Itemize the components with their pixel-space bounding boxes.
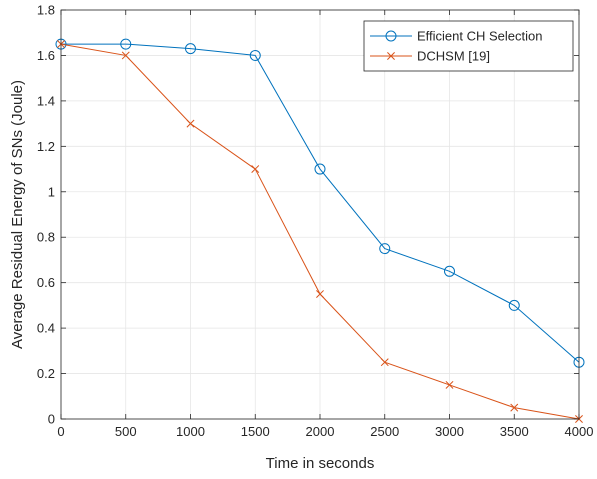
y-tick-label: 1.8 bbox=[37, 3, 55, 18]
data-point bbox=[508, 299, 520, 311]
series-1 bbox=[55, 38, 585, 368]
y-tick-label: 1.6 bbox=[37, 48, 55, 63]
x-marker-stroke bbox=[445, 380, 454, 389]
y-tick-labels: 0 0.2 0.4 0.6 0.8 1 1.2 1.4 1.6 1.8 bbox=[37, 3, 55, 427]
data-point bbox=[120, 38, 132, 50]
legend-label: Efficient CH Selection bbox=[417, 29, 543, 44]
x-marker-stroke bbox=[121, 51, 130, 60]
data-point bbox=[249, 49, 261, 61]
y-tick-label: 0.8 bbox=[37, 230, 55, 245]
series-line bbox=[61, 43, 580, 363]
data-point bbox=[445, 380, 454, 389]
x-marker-stroke bbox=[510, 403, 519, 412]
data-point bbox=[186, 119, 195, 128]
legend-label: DCHSM [19] bbox=[417, 49, 490, 64]
x-tick-label: 3000 bbox=[435, 424, 464, 439]
x-marker-stroke bbox=[316, 290, 324, 298]
legend: Efficient CH Selection DCHSM [19] bbox=[363, 20, 574, 72]
data-point bbox=[380, 358, 389, 367]
x-tick-label: 0 bbox=[57, 424, 64, 439]
x-tick-label: 3500 bbox=[500, 424, 529, 439]
x-tick-label: 4000 bbox=[565, 424, 594, 439]
y-tick-label: 0.4 bbox=[37, 321, 55, 336]
series-2 bbox=[57, 40, 583, 423]
data-point bbox=[444, 265, 455, 277]
x-marker-stroke bbox=[380, 358, 389, 367]
data-point bbox=[316, 290, 324, 298]
y-tick-label: 0.2 bbox=[37, 366, 55, 381]
data-point bbox=[510, 403, 519, 412]
y-tick-label: 1.2 bbox=[37, 139, 55, 154]
x-tick-labels: 0 500 1000 1500 2000 2500 3000 3500 4000 bbox=[57, 424, 593, 439]
y-axis-label: Average Residual Energy of SNs (Joule) bbox=[9, 80, 26, 349]
x-tick-label: 2000 bbox=[306, 424, 335, 439]
x-tick-label: 500 bbox=[115, 424, 137, 439]
legend-entry: DCHSM [19] bbox=[370, 49, 490, 64]
y-tick-label: 0.6 bbox=[37, 275, 55, 290]
data-point bbox=[314, 163, 326, 175]
x-marker-stroke bbox=[387, 52, 395, 60]
x-tick-label: 1000 bbox=[176, 424, 205, 439]
data-point bbox=[185, 43, 196, 55]
x-tick-label: 1500 bbox=[241, 424, 270, 439]
data-point bbox=[251, 165, 260, 174]
x-axis-label: Time in seconds bbox=[266, 455, 375, 472]
y-tick-label: 1.4 bbox=[37, 93, 55, 108]
legend-marker bbox=[385, 30, 397, 42]
legend-entry: Efficient CH Selection bbox=[370, 29, 543, 44]
x-tick-label: 2500 bbox=[370, 424, 399, 439]
legend-marker bbox=[387, 52, 395, 60]
axis-ticks bbox=[60, 9, 580, 420]
legend-box bbox=[363, 20, 574, 72]
data-point bbox=[121, 51, 130, 60]
x-marker-stroke bbox=[251, 165, 260, 174]
x-marker-stroke bbox=[186, 119, 195, 128]
data-point bbox=[379, 243, 391, 255]
y-tick-label: 1 bbox=[48, 184, 55, 199]
series-layer bbox=[55, 38, 585, 423]
y-tick-label: 0 bbox=[48, 412, 55, 427]
